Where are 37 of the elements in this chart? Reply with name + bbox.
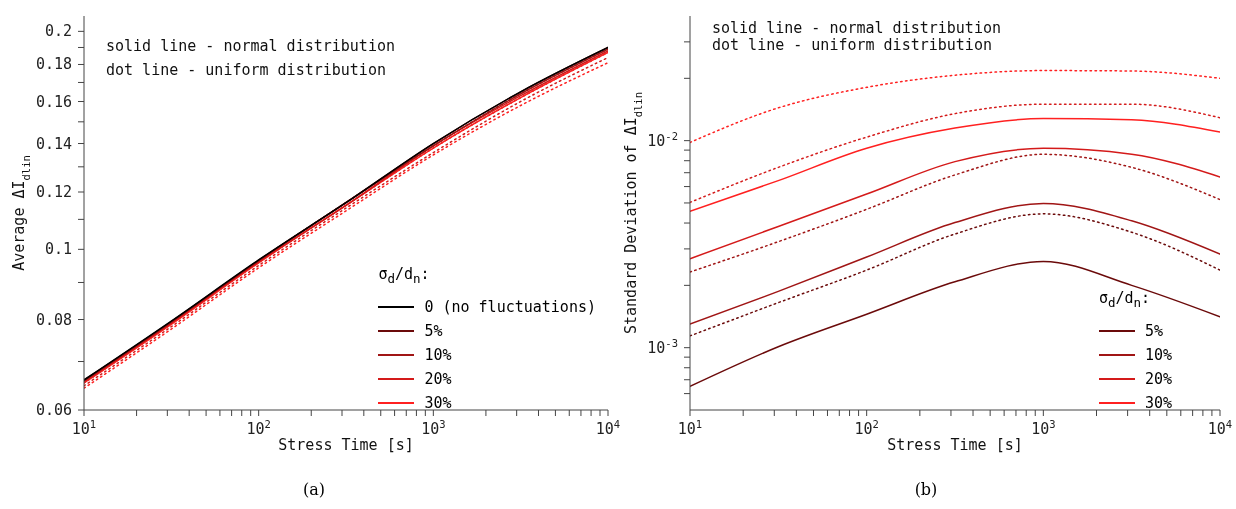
x-tick-label: 10$^{3}$ — [1031, 418, 1056, 438]
y-tick-label: 0.1 — [44, 240, 72, 259]
x-axis-title: Stress Time [s] — [887, 436, 1023, 454]
text: (a) — [302, 480, 326, 499]
y-tick-label: 0.2 — [44, 22, 72, 41]
annotation: solid line - normal distribution — [106, 36, 395, 57]
y-tick-label: 0.16 — [35, 92, 72, 111]
x-tick-label: 10$^{3}$ — [421, 418, 446, 438]
x-tick-label: 10$^{4}$ — [595, 418, 621, 438]
legend-label: 20% — [1144, 369, 1172, 390]
y-tick-label: 0.06 — [35, 401, 72, 419]
y-tick-label: 0.12 — [35, 183, 72, 201]
legend-label: 10% — [424, 345, 452, 366]
x-tick-label: 10$^{1}$ — [71, 418, 97, 438]
legend-label: 5% — [424, 321, 443, 342]
y-tick-label: 0.08 — [35, 310, 72, 329]
x-tick-label: 10$^{2}$ — [854, 418, 879, 438]
legend-label: 30% — [1144, 393, 1172, 414]
legend-title: σ$_{d}$/d$_{n}$: — [1098, 288, 1152, 312]
y-tick-label: 0.14 — [35, 134, 72, 153]
legend-label: 30% — [424, 393, 452, 414]
x-tick-label: 10$^{2}$ — [246, 418, 271, 438]
legend-label: 10% — [1144, 345, 1172, 366]
y-tick-label: 0.18 — [35, 55, 72, 74]
annotation: dot line - uniform distribution — [106, 60, 387, 81]
annotation: solid line - normal distribution — [712, 19, 1001, 37]
x-tick-label: 10$^{4}$ — [1207, 418, 1233, 438]
x-axis-title: Stress Time [s] — [278, 436, 414, 454]
legend-label: 20% — [424, 369, 452, 390]
x-tick-label: 10$^{1}$ — [677, 418, 703, 438]
y-tick-label: 10$^{-2}$ — [647, 129, 678, 150]
annotation: dot line - uniform distribution — [712, 36, 993, 54]
y-tick-label: 10$^{-3}$ — [647, 336, 678, 357]
text: (b) — [913, 480, 939, 499]
legend-label: 5% — [1144, 321, 1163, 342]
legend-title: σ$_{d}$/d$_{n}$: — [378, 264, 431, 288]
legend-label: 0 (no fluctuations) — [424, 297, 596, 318]
